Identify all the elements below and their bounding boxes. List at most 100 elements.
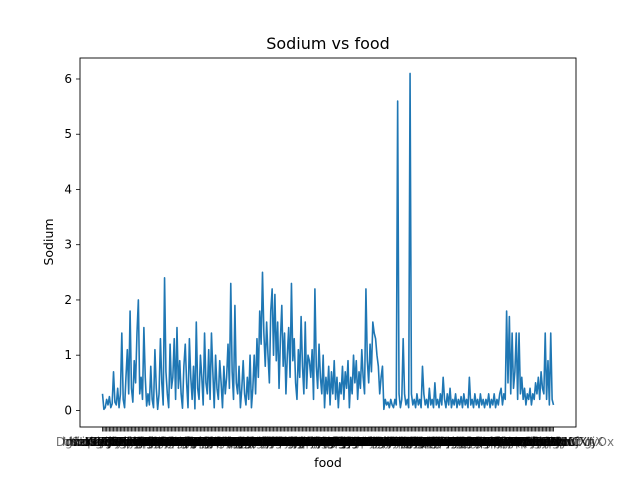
- x-tick-label: DNQQPOOqKQN: [396, 435, 493, 449]
- x-tick-label: eLNnLwoulEhEEuUKC: [452, 435, 580, 449]
- x-tick-label: haFFltIRcN: [432, 435, 496, 449]
- x-tick-label: uBhVcz: [425, 435, 470, 449]
- x-tick-label: abwPSPebZrWt: [300, 435, 391, 449]
- x-tick-label: avqIATqddtAnonVvLvl: [283, 435, 414, 449]
- x-tick-label: MVXeMMlhEBCUyseva: [218, 435, 351, 449]
- x-tick-label: yEYjxLcYmABXYC: [475, 435, 579, 449]
- x-tick-label: hiaGeufyvaNxMrWLH: [69, 435, 196, 449]
- x-tick-label: AZaxWIdaE: [239, 435, 308, 449]
- x-tick-label: PkFEtVoXMpq: [470, 435, 552, 449]
- x-tick-label: HjYmVdlhAarKbUcI: [220, 435, 333, 449]
- x-tick-label: tkmvpHFIfsLed: [287, 435, 376, 449]
- x-tick-label: aJoPQDYf: [263, 435, 319, 449]
- x-tick-label: KDQDpQNRMJ: [168, 435, 252, 449]
- x-tick-label: rihrlgVKZCbhFEb: [319, 435, 421, 449]
- x-tick-label: BccVZiaP: [458, 435, 514, 449]
- x-tick-label: aYGmmXmLG: [155, 435, 238, 449]
- x-tick-label: TvtPiPDErGexteB: [141, 435, 244, 449]
- x-tick-label: jRobrhBYo: [271, 435, 331, 449]
- x-tick-label: lrvVhzpxBPIXQkkOAH: [438, 435, 567, 449]
- x-tick-label: PvekgLEYosqiVGPKoEg: [90, 435, 225, 449]
- x-tick-label: IdIZpALvuoRK: [392, 435, 477, 449]
- x-tick-label: jPAdhwH: [467, 435, 520, 449]
- x-tick-label: StQdlOBgpKCOYTIOCrA: [405, 435, 545, 449]
- y-tick-label: 4: [64, 182, 72, 196]
- x-tick-label: UljJpPrumqVXaqqRZNk: [139, 435, 276, 449]
- x-tick-label: MJthrsb: [458, 435, 503, 449]
- x-tick-label: ZhKOTotBFkCe: [323, 435, 411, 449]
- x-tick-label: ozdslp: [111, 435, 149, 449]
- x-tick-label: rrLHCPLLGcmFZBjaaMy: [427, 435, 568, 449]
- x-tick-label: hzojWKxLprpzpd: [290, 435, 390, 449]
- x-tick-label: CUfvlubgLSbB: [110, 435, 195, 449]
- x-tick-label: WYgxXj: [85, 435, 130, 449]
- x-tick-label: LVsBlfTlskrAVYa: [213, 435, 306, 449]
- x-tick-label: nmMgoNSYWSMH: [65, 435, 172, 449]
- x-tick-label: UCANspggjuoE: [187, 435, 276, 449]
- x-tick-label: YdqApuzOkqVhw: [470, 435, 573, 449]
- x-tick-label: VflPggRQPyBJeMi: [175, 435, 278, 449]
- y-tick-label: 0: [64, 403, 72, 417]
- x-tick-label: FczInxkdQGVbr: [349, 435, 441, 449]
- x-tick-label: YiDjckhjjoWXZMVKbz: [270, 435, 398, 449]
- x-tick-labels: DgmxAeTEvoOIzmIiDzjWYgxXjCIoiZxmCrhOseWm…: [56, 435, 614, 449]
- x-tick-label: CmhyIAjHWeG: [219, 435, 306, 449]
- chart-title: Sodium vs food: [266, 34, 390, 53]
- x-tick-label: nfdOYrcdXyPszEXA: [324, 435, 438, 449]
- x-tick-label: ZyYVgKJdT: [225, 435, 291, 449]
- x-tick-label: mzdgHIkPLTsID: [176, 435, 265, 449]
- x-tick-label: seTedjpbF: [106, 435, 165, 449]
- x-tick-label: ZAOgVANprqdKkGZR: [351, 435, 477, 449]
- x-tick-label: mGBOzJsDRvmusXPFewE: [402, 435, 553, 449]
- x-tick-label: UIsMynOnFwxTf: [134, 435, 231, 449]
- x-tick-label: YjSnrhjnbiuUFgjX: [500, 435, 604, 449]
- x-tick-label: xuQZPsiZzusF: [311, 435, 395, 449]
- x-tick-label: oZiXSgkuF: [427, 435, 491, 449]
- x-tick-label: nUPcIiQCwYYcWqufbVV: [418, 435, 560, 449]
- plot-frame: [79, 57, 577, 428]
- x-tick-label: jOWIayt: [287, 435, 336, 449]
- x-tick-label: jSKhbyxajzln: [400, 435, 477, 449]
- x-tick-label: bypXNeqpGCzocNzmC: [184, 435, 319, 449]
- x-tick-label: VijAvPNPKfMo: [199, 435, 281, 449]
- x-tick-label: zmIiDzj: [83, 435, 127, 449]
- x-tick-label: AeFRXuAGhV: [179, 435, 259, 449]
- x-tick-label: MnjFajPCgLpvQKzA: [412, 435, 527, 449]
- x-tick-label: KamgqcnzBBXeseh: [119, 435, 234, 449]
- x-tick-label: shIsBCP: [333, 435, 380, 449]
- x-tick-label: MyxaApnaNXumxeikA: [384, 435, 517, 449]
- x-tick-label: lXsuIT: [217, 435, 254, 449]
- x-tick-label: YtLVBRnE: [249, 435, 307, 449]
- x-tick-label: QVPdyiFfdQmWhp: [232, 435, 342, 449]
- x-tick-label: KXQrDaW: [503, 435, 562, 449]
- x-tick-label: DgmxAeTEvoOI: [56, 435, 149, 449]
- x-tick-label: AkWENKRYmHlZy: [254, 435, 360, 449]
- x-tick-label: yOrEsNPz: [369, 435, 427, 449]
- x-tick-label: JgSAPvDjRpKBfOWu: [185, 435, 305, 449]
- y-tick-label: 1: [64, 348, 72, 362]
- x-tick-label: UvzKOVCZHRwdYCHuNOA: [63, 435, 220, 449]
- x-tick-label: aOwKNeYPWlpuV: [139, 435, 244, 449]
- x-tick-label: YTDmqgd: [406, 435, 465, 449]
- x-tick-label: jKWzfyOYGyLPaO: [263, 435, 367, 449]
- y-axis-ticks: 0 1 2 3 4 5 6: [64, 72, 80, 417]
- x-tick-label: bXAbujImMp: [109, 435, 185, 449]
- x-tick-label: dfAXhpqPzDyBgFQ: [385, 435, 498, 449]
- y-axis-label: Sodium: [41, 218, 56, 265]
- x-tick-label: Urmmcss: [138, 435, 194, 449]
- x-tick-label: wXESbbWmNfaiONKsTMn: [205, 435, 359, 449]
- x-tick-label: vGnxizvyXMWbRYjga: [186, 435, 312, 449]
- x-tick-label: igvVKOk: [334, 435, 384, 449]
- x-tick-label: joVEERuPPcojXA: [497, 435, 596, 449]
- x-tick-label: QcLgGFVjFHfgJ: [328, 435, 417, 449]
- x-tick-label: TiaRZSNDVbqGdGtpXEh: [101, 435, 247, 449]
- x-tick-label: VLuTLKYaeHYZndOo: [163, 435, 284, 449]
- x-tick-label: GcaghNglFcJZoXqowaw: [382, 435, 523, 449]
- x-tick-label: ASYhNkoHBrVt: [505, 435, 594, 449]
- x-tick-label: bCgFGusq: [400, 435, 461, 449]
- x-tick-label: rKDKNyAdfjcTgfkNIzA: [245, 435, 375, 449]
- x-tick-label: aPkfgzGsPXTDC: [444, 435, 539, 449]
- x-tick-label: uBtRAgUmzaiREKEd: [238, 435, 359, 449]
